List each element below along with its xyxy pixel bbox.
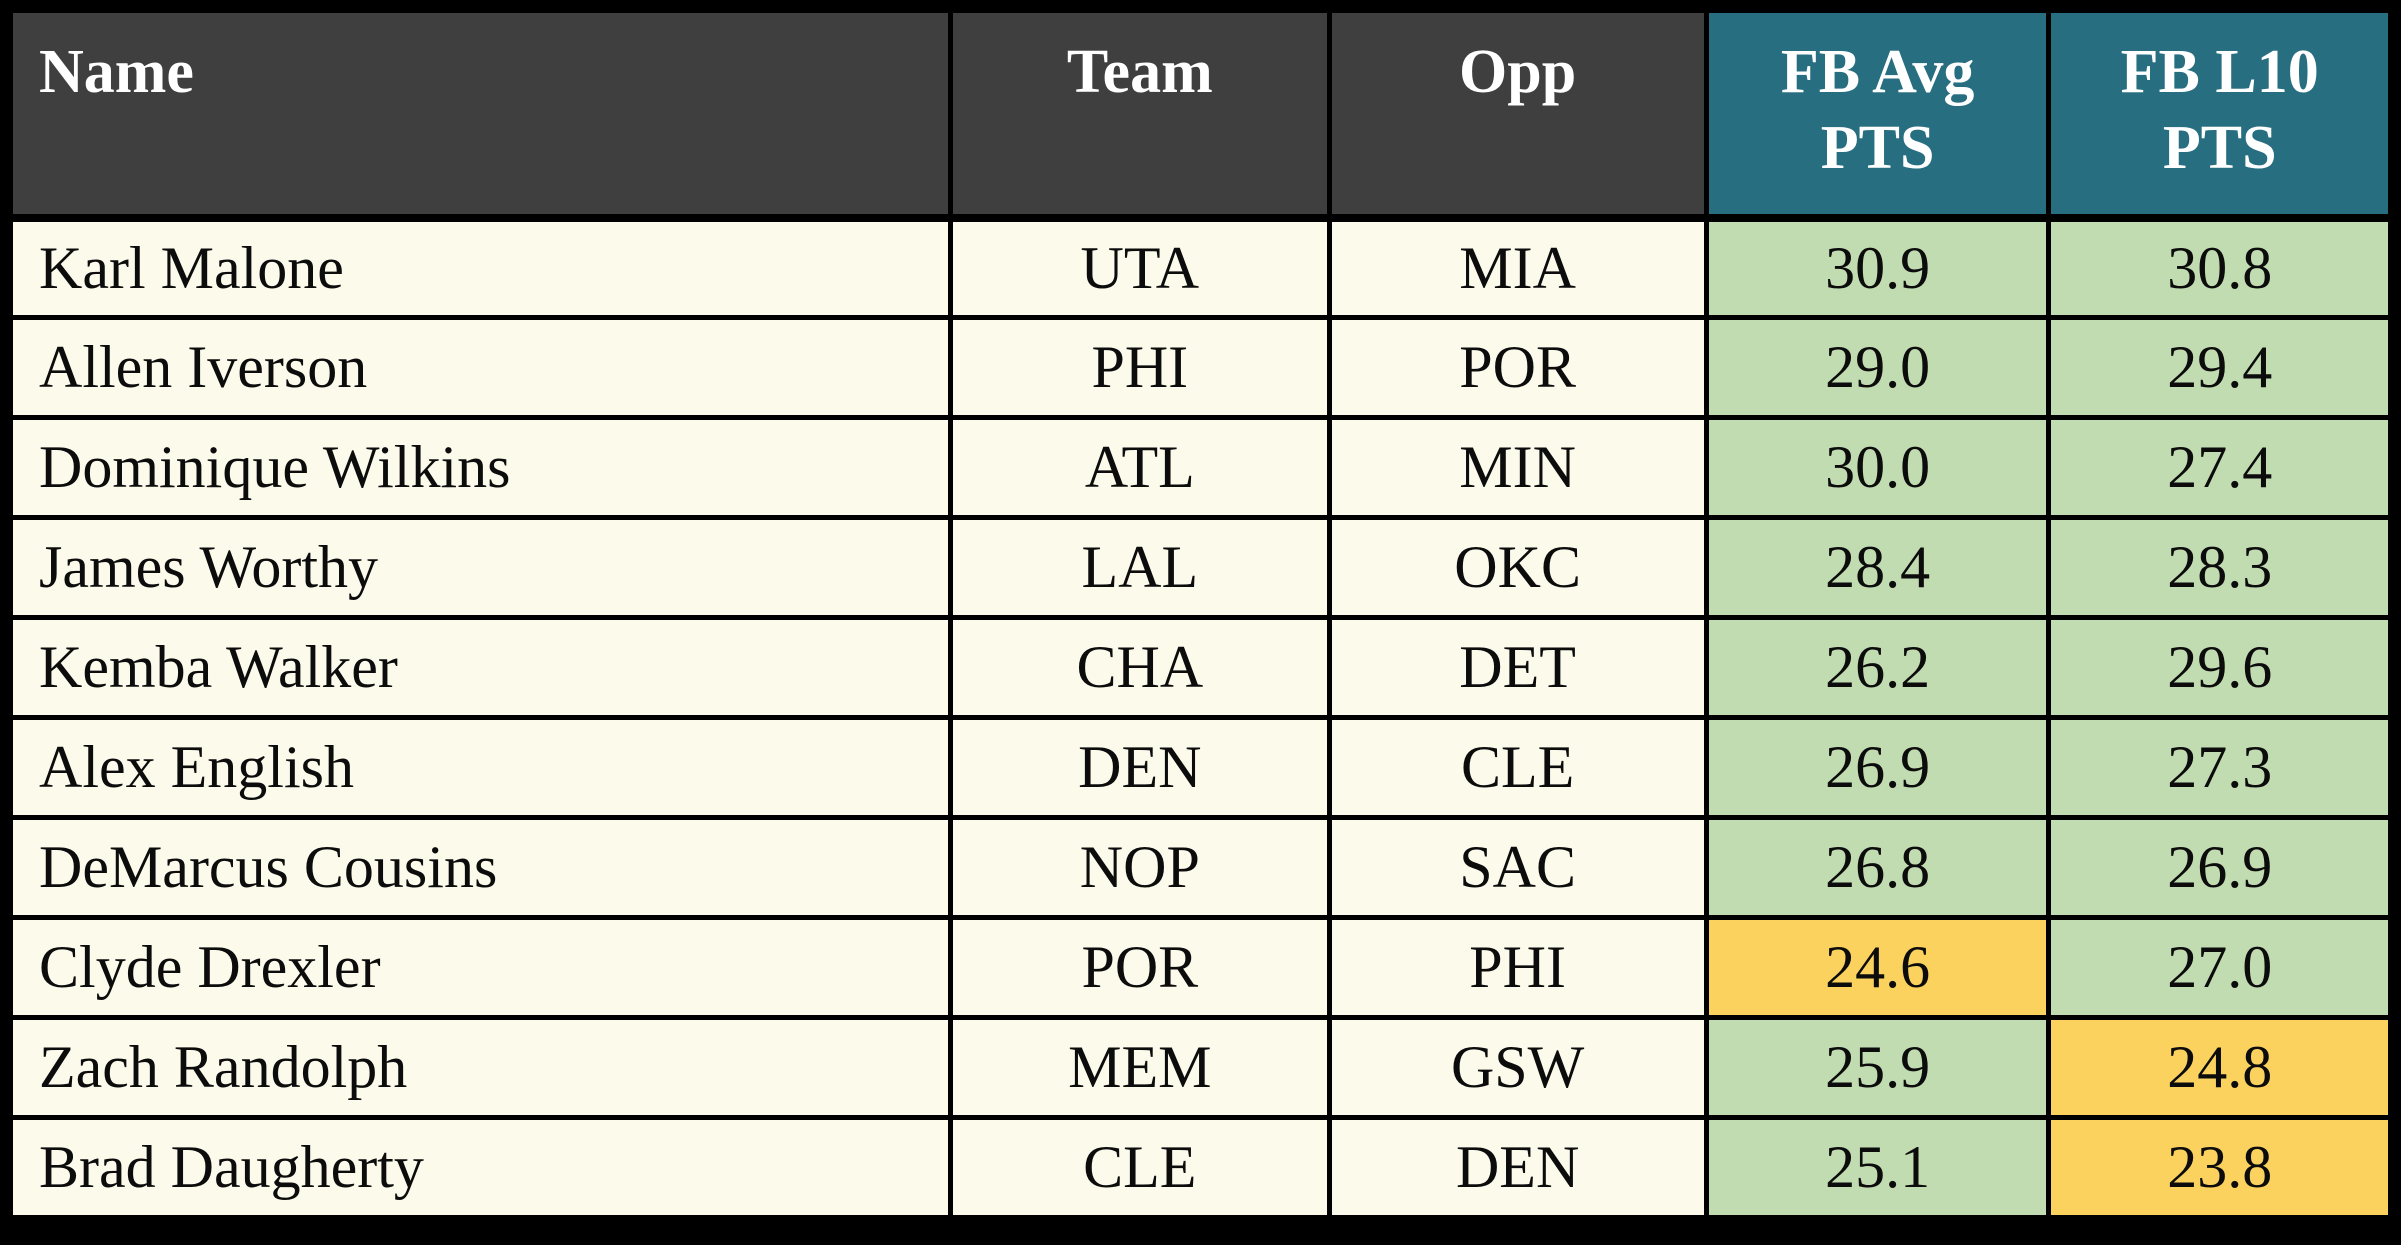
table-row: Brad Daugherty CLE DEN 25.1 23.8	[7, 1115, 2393, 1220]
fb-avg-pts-cell: 25.1	[1703, 1115, 2052, 1220]
team-cell: POR	[948, 915, 1332, 1020]
table-row: Clyde Drexler POR PHI 24.6 27.0	[7, 915, 2393, 1020]
column-header-fb-l10-pts: FB L10 PTS	[2046, 8, 2393, 222]
player-name-cell: Alex English	[7, 715, 954, 820]
table-row: Alex English DEN CLE 26.9 27.3	[7, 715, 2393, 820]
fb-l10-pts-cell: 27.0	[2046, 915, 2393, 1020]
opp-cell: OKC	[1326, 515, 1709, 620]
table-row: Kemba Walker CHA DET 26.2 29.6	[7, 615, 2393, 720]
team-cell: UTA	[948, 215, 1332, 320]
team-cell: PHI	[948, 315, 1332, 420]
player-name-cell: DeMarcus Cousins	[7, 815, 954, 920]
fb-l10-pts-cell: 27.3	[2046, 715, 2393, 820]
fb-l10-pts-cell: 30.8	[2046, 215, 2393, 320]
table-row: Karl Malone UTA MIA 30.9 30.8	[7, 215, 2393, 320]
table-body: Karl Malone UTA MIA 30.9 30.8 Allen Iverson PH…	[7, 215, 2393, 1220]
table-row: Zach Randolph MEM GSW 25.9 24.8	[7, 1015, 2393, 1120]
fb-avg-pts-cell: 24.6	[1703, 915, 2052, 1020]
stats-table: Name Team Opp FB Avg PTS FB L10 PTS Karl…	[7, 8, 2393, 1220]
opp-cell: DET	[1326, 615, 1709, 720]
fb-avg-pts-cell: 26.8	[1703, 815, 2052, 920]
fb-l10-header-line2: PTS	[2162, 113, 2277, 182]
fb-avg-header-line2: PTS	[1820, 113, 1935, 182]
fb-l10-pts-cell: 26.9	[2046, 815, 2393, 920]
opp-cell: SAC	[1326, 815, 1709, 920]
header-row: Name Team Opp FB Avg PTS FB L10 PTS	[7, 8, 2393, 222]
fb-avg-pts-cell: 26.2	[1703, 615, 2052, 720]
opp-cell: MIA	[1326, 215, 1709, 320]
team-cell: NOP	[948, 815, 1332, 920]
fb-l10-pts-cell: 27.4	[2046, 415, 2393, 520]
column-header-fb-avg-pts: FB Avg PTS	[1703, 8, 2052, 222]
table-row: DeMarcus Cousins NOP SAC 26.8 26.9	[7, 815, 2393, 920]
player-name-cell: James Worthy	[7, 515, 954, 620]
fb-avg-pts-cell: 30.9	[1703, 215, 2052, 320]
player-name-cell: Clyde Drexler	[7, 915, 954, 1020]
fb-l10-header-line1: FB L10	[2120, 38, 2319, 106]
fb-avg-pts-cell: 26.9	[1703, 715, 2052, 820]
fb-l10-pts-cell: 29.6	[2046, 615, 2393, 720]
column-header-opp: Opp	[1326, 8, 1709, 222]
team-cell: ATL	[948, 415, 1332, 520]
team-cell: MEM	[948, 1015, 1332, 1120]
player-name-cell: Brad Daugherty	[7, 1115, 954, 1220]
fb-avg-pts-cell: 25.9	[1703, 1015, 2052, 1120]
fb-l10-pts-cell: 24.8	[2046, 1015, 2393, 1120]
fb-l10-pts-cell: 23.8	[2046, 1115, 2393, 1220]
team-cell: CLE	[948, 1115, 1332, 1220]
opp-cell: MIN	[1326, 415, 1709, 520]
fb-l10-pts-cell: 28.3	[2046, 515, 2393, 620]
fb-avg-pts-cell: 29.0	[1703, 315, 2052, 420]
table-row: Dominique Wilkins ATL MIN 30.0 27.4	[7, 415, 2393, 520]
column-header-name: Name	[7, 8, 954, 222]
opp-cell: GSW	[1326, 1015, 1709, 1120]
fb-l10-pts-cell: 29.4	[2046, 315, 2393, 420]
opp-cell: CLE	[1326, 715, 1709, 820]
fb-avg-header-line1: FB Avg	[1780, 38, 1975, 106]
player-name-cell: Dominique Wilkins	[7, 415, 954, 520]
player-name-cell: Kemba Walker	[7, 615, 954, 720]
team-cell: DEN	[948, 715, 1332, 820]
team-cell: CHA	[948, 615, 1332, 720]
opp-cell: DEN	[1326, 1115, 1709, 1220]
opp-cell: PHI	[1326, 915, 1709, 1020]
column-header-team: Team	[948, 8, 1332, 222]
fb-avg-pts-cell: 30.0	[1703, 415, 2052, 520]
opp-cell: POR	[1326, 315, 1709, 420]
player-name-cell: Karl Malone	[7, 215, 954, 320]
player-name-cell: Zach Randolph	[7, 1015, 954, 1120]
team-cell: LAL	[948, 515, 1332, 620]
table-row: James Worthy LAL OKC 28.4 28.3	[7, 515, 2393, 620]
table-row: Allen Iverson PHI POR 29.0 29.4	[7, 315, 2393, 420]
player-name-cell: Allen Iverson	[7, 315, 954, 420]
fb-avg-pts-cell: 28.4	[1703, 515, 2052, 620]
